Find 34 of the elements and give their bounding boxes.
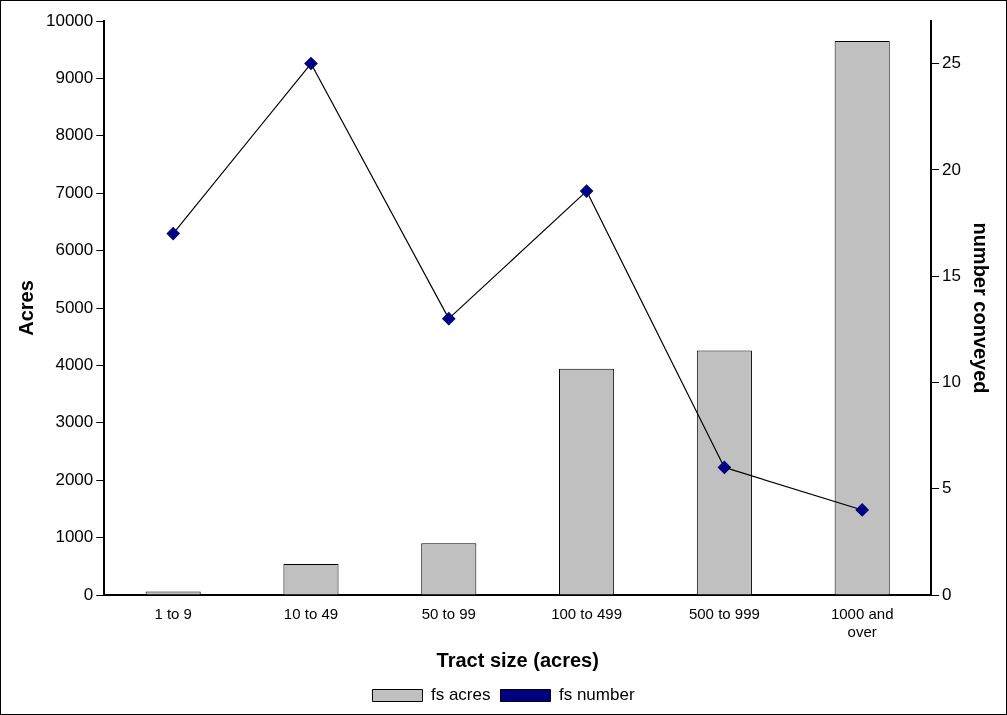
y-tick-label: 9000: [55, 68, 94, 88]
y-tick-label: 4000: [55, 355, 94, 375]
legend-label: fs number: [558, 685, 635, 705]
y2-tick-label: 25: [942, 53, 962, 73]
y2-tick-label: 20: [942, 159, 962, 179]
y2-tick-label: 10: [942, 372, 962, 392]
x-tick-label: 100 to 499: [551, 605, 623, 623]
y2-tick-label: 0: [942, 584, 952, 604]
y-tick-label: 6000: [55, 240, 94, 260]
point: [579, 184, 594, 198]
legend-label: fs acres: [430, 685, 491, 705]
x-tick-label: 10 to 49: [283, 605, 339, 623]
y-tick-label: 0: [83, 584, 94, 604]
y2-tick-label: 5: [942, 478, 952, 498]
x-tick-label: 1000 and over: [830, 605, 894, 641]
point: [855, 503, 869, 517]
y-axis-title: Acres: [14, 280, 37, 336]
y-tick-label: 2000: [55, 469, 94, 489]
y2-axis-title: number conveyed: [970, 222, 993, 394]
y-tick-label: 1000: [55, 527, 94, 547]
point: [166, 226, 180, 241]
y-tick-label: 3000: [55, 412, 94, 432]
y-tick-label: 8000: [55, 125, 94, 145]
point: [442, 312, 456, 326]
x-tick-label: 1 to 9: [154, 605, 192, 623]
x-axis-title: Tract size (acres): [436, 648, 599, 671]
y-tick-label: 7000: [55, 182, 94, 202]
y2-tick-label: 15: [942, 265, 962, 285]
x-tick-label: 50 to 99: [421, 605, 476, 623]
point: [304, 56, 318, 71]
y-tick-label: 10000: [45, 10, 94, 30]
y-tick-label: 5000: [55, 297, 94, 317]
x-tick-label: 500 to 999: [688, 605, 760, 623]
point: [717, 460, 731, 475]
